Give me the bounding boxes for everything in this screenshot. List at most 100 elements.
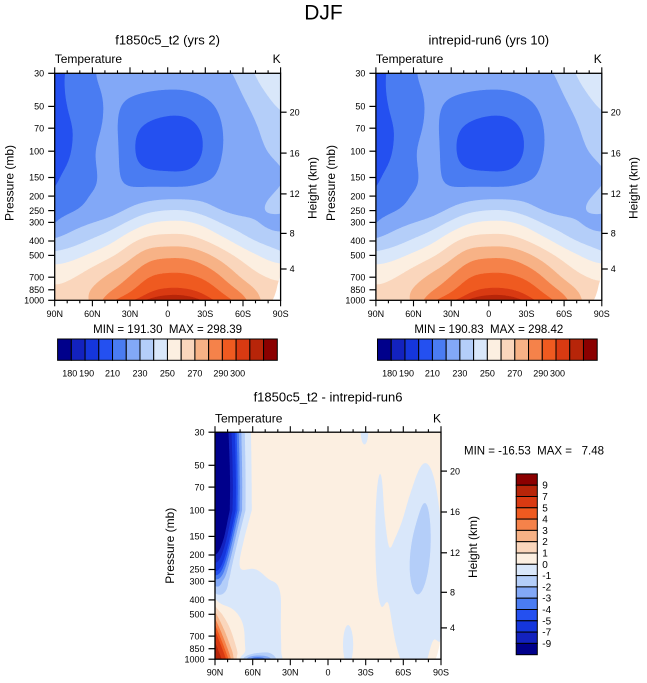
svg-text:MIN = -16.53 MAX = 7.48: MIN = -16.53 MAX = 7.48: [464, 446, 604, 458]
svg-text:150: 150: [189, 532, 204, 542]
svg-text:4: 4: [290, 264, 295, 274]
svg-text:1000: 1000: [24, 296, 44, 306]
svg-text:Pressure (mb): Pressure (mb): [163, 508, 177, 584]
svg-text:16: 16: [290, 148, 300, 158]
svg-text:190: 190: [399, 368, 414, 378]
svg-text:30S: 30S: [197, 309, 213, 319]
svg-text:30S: 30S: [518, 309, 534, 319]
svg-text:500: 500: [189, 610, 204, 620]
svg-text:70: 70: [194, 482, 204, 492]
svg-text:20: 20: [290, 107, 300, 117]
svg-text:180: 180: [62, 368, 77, 378]
svg-text:4: 4: [542, 515, 548, 526]
svg-text:-1: -1: [542, 571, 551, 582]
svg-text:12: 12: [450, 548, 460, 558]
svg-text:30N: 30N: [443, 309, 460, 319]
svg-text:200: 200: [29, 191, 44, 201]
svg-text:210: 210: [105, 368, 120, 378]
svg-text:Temperature: Temperature: [215, 411, 283, 425]
svg-text:Height (km): Height (km): [306, 157, 320, 219]
svg-text:0: 0: [325, 668, 330, 678]
svg-text:50: 50: [355, 102, 365, 112]
svg-text:150: 150: [29, 173, 44, 183]
svg-text:7: 7: [542, 492, 548, 503]
svg-text:300: 300: [29, 218, 44, 228]
svg-text:30S: 30S: [358, 668, 374, 678]
svg-text:270: 270: [187, 368, 202, 378]
svg-text:30: 30: [194, 427, 204, 437]
svg-text:f1850c5_t2 (yrs 2): f1850c5_t2 (yrs 2): [115, 33, 220, 48]
svg-text:90N: 90N: [46, 309, 63, 319]
svg-text:290: 290: [213, 368, 228, 378]
svg-text:60S: 60S: [556, 309, 572, 319]
svg-text:50: 50: [194, 461, 204, 471]
svg-text:270: 270: [507, 368, 522, 378]
svg-text:300: 300: [189, 577, 204, 587]
svg-text:60N: 60N: [405, 309, 422, 319]
svg-text:100: 100: [189, 505, 204, 515]
svg-text:70: 70: [355, 123, 365, 133]
svg-text:Height (km): Height (km): [466, 516, 480, 578]
svg-text:12: 12: [290, 189, 300, 199]
svg-text:70: 70: [34, 123, 44, 133]
svg-text:300: 300: [230, 368, 245, 378]
svg-text:700: 700: [29, 272, 44, 282]
svg-text:2: 2: [542, 537, 548, 548]
svg-text:3: 3: [542, 526, 548, 537]
svg-text:Height (km): Height (km): [627, 157, 641, 219]
svg-text:90S: 90S: [433, 668, 449, 678]
svg-text:4: 4: [450, 623, 455, 633]
svg-text:60N: 60N: [84, 309, 101, 319]
svg-text:0: 0: [165, 309, 170, 319]
svg-text:1: 1: [542, 549, 548, 560]
svg-text:30: 30: [355, 69, 365, 79]
svg-text:60S: 60S: [235, 309, 251, 319]
svg-text:-3: -3: [542, 594, 551, 605]
svg-text:8: 8: [611, 229, 616, 239]
svg-text:90S: 90S: [594, 309, 610, 319]
svg-text:700: 700: [189, 631, 204, 641]
svg-text:K: K: [273, 52, 281, 66]
svg-text:850: 850: [350, 285, 365, 295]
svg-text:30N: 30N: [282, 668, 299, 678]
svg-text:700: 700: [350, 272, 365, 282]
svg-text:-5: -5: [542, 616, 551, 627]
svg-text:0: 0: [486, 309, 491, 319]
svg-text:16: 16: [611, 148, 621, 158]
svg-text:850: 850: [29, 285, 44, 295]
svg-text:180: 180: [382, 368, 397, 378]
svg-text:250: 250: [480, 368, 495, 378]
svg-text:Temperature: Temperature: [376, 52, 444, 66]
svg-text:200: 200: [350, 191, 365, 201]
svg-text:250: 250: [189, 565, 204, 575]
svg-text:500: 500: [29, 251, 44, 261]
svg-text:DJF: DJF: [304, 2, 343, 25]
svg-text:60N: 60N: [244, 668, 261, 678]
svg-text:100: 100: [350, 146, 365, 156]
svg-text:60S: 60S: [395, 668, 411, 678]
svg-text:100: 100: [29, 146, 44, 156]
svg-text:90N: 90N: [207, 668, 224, 678]
svg-text:8: 8: [290, 229, 295, 239]
svg-text:30N: 30N: [122, 309, 139, 319]
svg-text:MIN = 190.83 MAX = 298.42: MIN = 190.83 MAX = 298.42: [414, 324, 563, 336]
svg-text:K: K: [433, 411, 441, 425]
svg-text:230: 230: [452, 368, 467, 378]
svg-text:20: 20: [450, 466, 460, 476]
svg-text:-2: -2: [542, 582, 551, 593]
svg-text:250: 250: [350, 206, 365, 216]
svg-text:300: 300: [550, 368, 565, 378]
svg-text:190: 190: [79, 368, 94, 378]
svg-text:-9: -9: [542, 639, 551, 650]
svg-text:90N: 90N: [368, 309, 385, 319]
svg-text:850: 850: [189, 644, 204, 654]
svg-text:1000: 1000: [345, 296, 365, 306]
svg-text:200: 200: [189, 550, 204, 560]
svg-text:30: 30: [34, 69, 44, 79]
svg-text:Pressure (mb): Pressure (mb): [3, 145, 17, 221]
svg-text:K: K: [594, 52, 602, 66]
svg-text:intrepid-run6 (yrs 10): intrepid-run6 (yrs 10): [428, 33, 549, 48]
svg-text:500: 500: [350, 251, 365, 261]
svg-text:400: 400: [350, 236, 365, 246]
svg-text:400: 400: [189, 595, 204, 605]
